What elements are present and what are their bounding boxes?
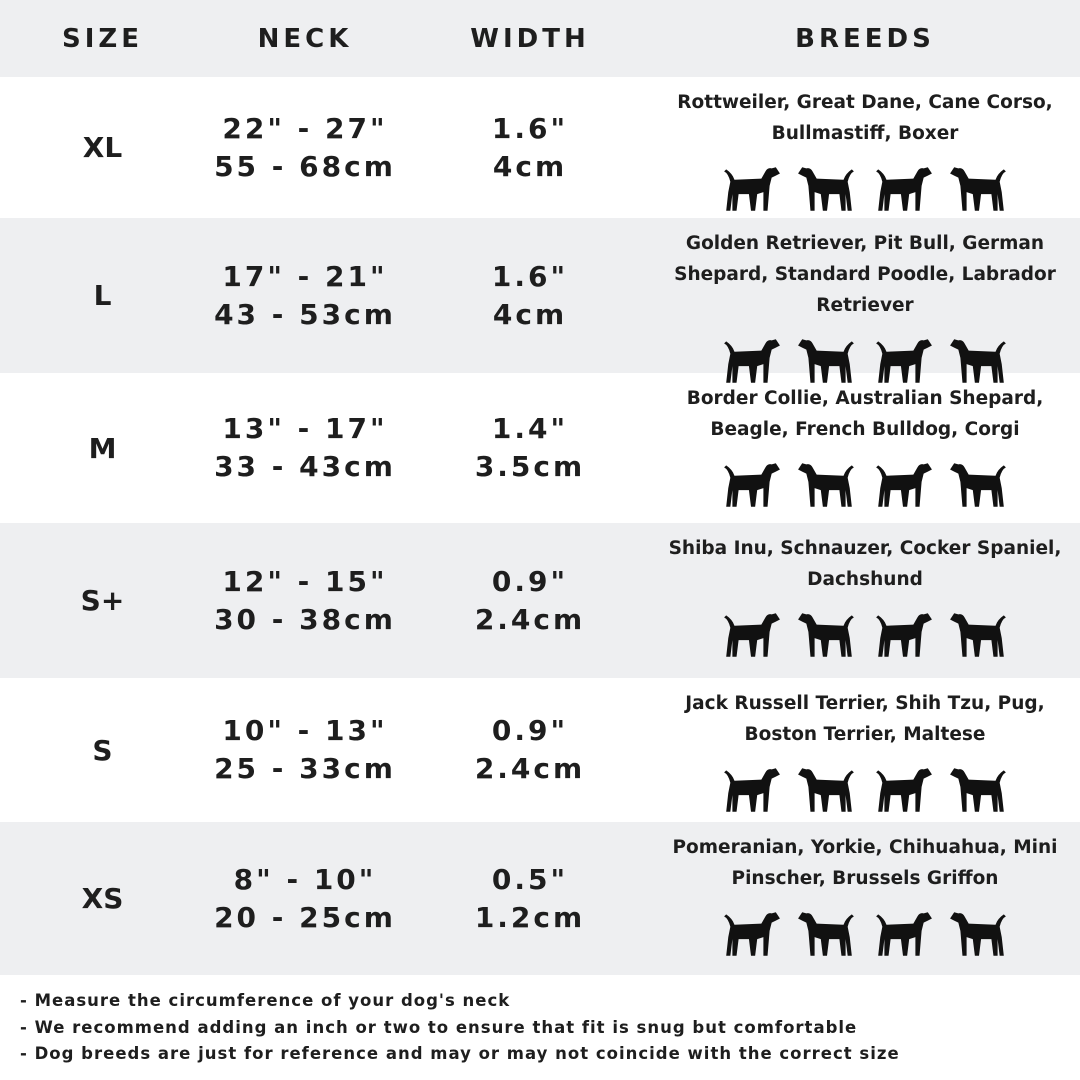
size-row-xs: XS 8" - 10" 20 - 25cm 0.5" 1.2cm Pomerania… <box>0 822 1080 975</box>
border-collie-icon <box>724 463 780 507</box>
neck-cm: 43 - 53cm <box>214 297 396 331</box>
breed-list: Pomeranian, Yorkie, Chihuahua, Mini Pins… <box>672 837 1058 889</box>
width-cm: 2.4cm <box>474 602 586 636</box>
dachshund-icon <box>950 613 1006 657</box>
size-label: XS <box>81 882 124 915</box>
breed-icons <box>720 762 1010 818</box>
size-label: S+ <box>80 584 125 617</box>
breed-list: Shiba Inu, Schnauzer, Cocker Spaniel, Da… <box>668 538 1062 590</box>
neck-cm: 25 - 33cm <box>214 752 396 785</box>
poodle-icon <box>876 339 932 383</box>
notes: - Measure the circumference of your dog'… <box>20 988 900 1068</box>
golden-retriever-icon <box>724 339 780 383</box>
breed-list: Golden Retriever, Pit Bull, German Shepa… <box>674 233 1056 316</box>
neck-inches: 10" - 13" <box>222 714 388 747</box>
breed-list: Border Collie, Australian Shepard, Beagl… <box>686 388 1044 440</box>
neck-inches: 17" - 21" <box>222 259 388 293</box>
header-row: SIZE NECK WIDTH BREEDS <box>0 0 1080 77</box>
breed-icons <box>720 906 1010 962</box>
labrador-icon <box>798 339 854 383</box>
neck-inches: 12" - 15" <box>222 564 388 598</box>
neck-cm: 30 - 38cm <box>214 602 396 636</box>
width-inches: 0.9" <box>491 714 569 747</box>
header-width: WIDTH <box>470 23 590 54</box>
neck-inches: 8" - 10" <box>233 862 377 896</box>
header-neck: NECK <box>257 23 353 54</box>
breed-list: Jack Russell Terrier, Shih Tzu, Pug, Bos… <box>685 693 1045 745</box>
size-label: S <box>92 733 113 767</box>
great-dane-icon <box>798 167 854 211</box>
shih-tzu-icon <box>798 768 854 812</box>
maltese-icon <box>950 768 1006 812</box>
size-label: M <box>88 431 117 465</box>
width-inches: 0.5" <box>491 862 569 896</box>
neck-cm: 20 - 25cm <box>214 900 396 934</box>
size-row-xl: XL 22" - 27" 55 - 68cm 1.6" 4cm Rottweiler… <box>0 77 1080 218</box>
cane-corso-icon <box>876 167 932 211</box>
size-label: XL <box>82 131 123 164</box>
cocker-spaniel-icon <box>876 613 932 657</box>
breed-icons <box>720 161 1010 217</box>
note: - We recommend adding an inch or two to … <box>20 1017 858 1037</box>
width-inches: 1.6" <box>491 259 569 293</box>
beagle-icon <box>798 463 854 507</box>
neck-cm: 55 - 68cm <box>214 149 396 183</box>
mini-pinscher-icon <box>950 912 1006 956</box>
note: - Dog breeds are just for reference and … <box>20 1044 900 1063</box>
breed-icons <box>720 607 1010 663</box>
corgi-icon <box>950 463 1006 507</box>
size-row-s: S 10" - 13" 25 - 33cm 0.9" 2.4cm Jack Russ… <box>0 678 1080 822</box>
header-breeds: BREEDS <box>795 23 935 54</box>
yorkie-icon <box>798 912 854 956</box>
pomeranian-icon <box>724 912 780 956</box>
french-bulldog-icon <box>876 463 932 507</box>
breed-icons <box>720 333 1010 389</box>
german-shepard-icon <box>950 339 1006 383</box>
jack-russell-icon <box>724 768 780 812</box>
neck-inches: 22" - 27" <box>222 111 388 145</box>
neck-inches: 13" - 17" <box>222 412 388 445</box>
size-row-s-plus: S+ 12" - 15" 30 - 38cm 0.9" 2.4cm Shiba In… <box>0 523 1080 678</box>
width-cm: 4cm <box>492 297 568 331</box>
width-cm: 3.5cm <box>474 450 586 483</box>
size-row-l: L 17" - 21" 43 - 53cm 1.6" 4cm Golden Retr… <box>0 218 1080 383</box>
pug-icon <box>876 768 932 812</box>
bullmastiff-icon <box>950 167 1006 211</box>
chihuahua-icon <box>876 912 932 956</box>
width-inches: 1.4" <box>491 412 569 445</box>
breed-list: Rottweiler, Great Dane, Cane Corso, Bull… <box>677 92 1053 144</box>
neck-cm: 33 - 43cm <box>214 450 396 483</box>
size-row-m: M 13" - 17" 33 - 43cm 1.4" 3.5cm Border Co… <box>0 373 1080 523</box>
breed-icons <box>720 457 1010 513</box>
size-label: L <box>93 279 112 312</box>
schnauzer-icon <box>798 613 854 657</box>
width-inches: 1.6" <box>491 111 569 145</box>
shiba-inu-icon <box>724 613 780 657</box>
width-cm: 2.4cm <box>474 752 586 785</box>
width-cm: 4cm <box>492 149 568 183</box>
note: - Measure the circumference of your dog'… <box>20 991 511 1010</box>
width-cm: 1.2cm <box>474 900 586 934</box>
width-inches: 0.9" <box>491 564 569 598</box>
header-size: SIZE <box>61 23 143 54</box>
rottweiler-icon <box>724 167 780 211</box>
